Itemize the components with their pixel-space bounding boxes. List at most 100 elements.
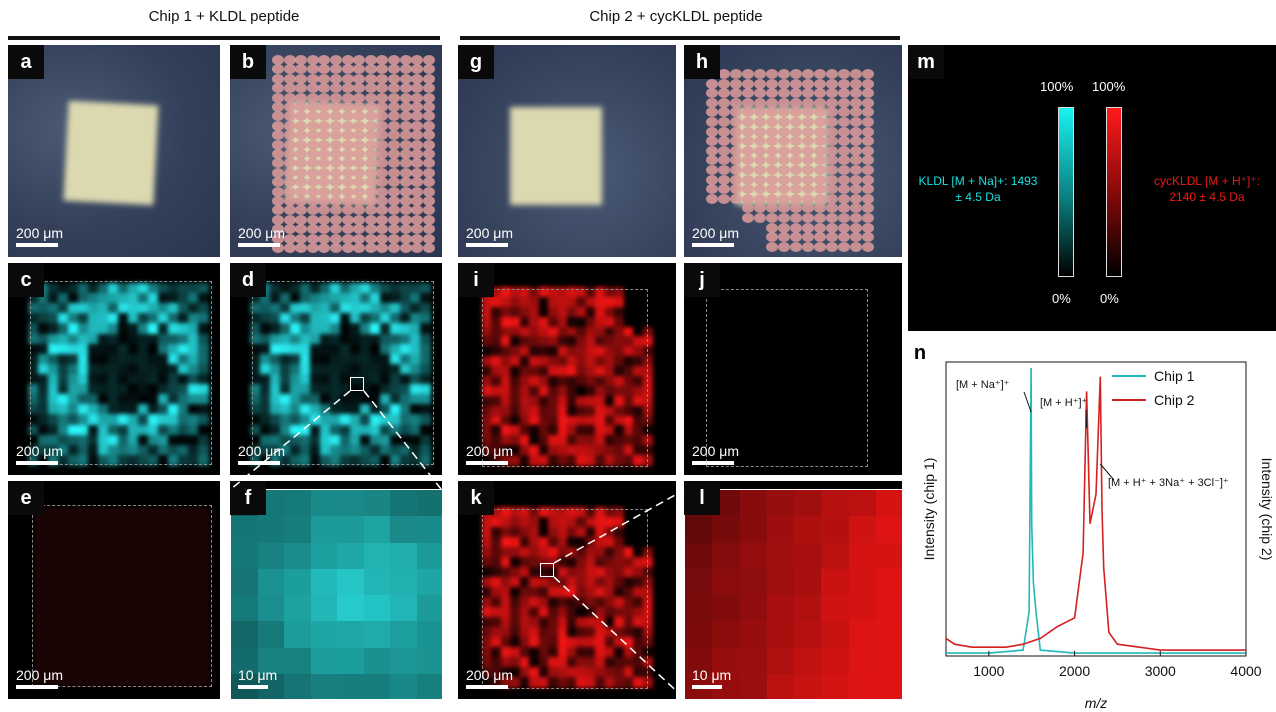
intensity-pixel	[250, 323, 261, 335]
laser-spot	[399, 224, 412, 235]
laser-spot	[778, 232, 790, 243]
intensity-pixel	[108, 374, 119, 385]
intensity-pixel	[585, 425, 596, 436]
zoom-pixel	[848, 621, 877, 648]
intensity-pixel	[148, 424, 159, 436]
intensity-pixel	[178, 444, 189, 456]
intensity-pixel	[148, 394, 159, 405]
scale-bar: 200 μm	[16, 667, 63, 689]
intensity-pixel	[310, 333, 321, 345]
laser-spot	[706, 174, 718, 185]
zoom-pixel	[766, 673, 795, 699]
laser-spot	[353, 55, 366, 65]
intensity-pixel	[138, 404, 149, 416]
intensity-pixel	[270, 343, 281, 355]
intensity-pixel	[595, 326, 606, 338]
scale-bar-label: 200 μm	[466, 667, 513, 683]
intensity-pixel	[270, 333, 281, 345]
laser-spot	[814, 69, 826, 79]
laser-spot	[411, 139, 424, 150]
intensity-pixel	[380, 293, 391, 304]
intensity-pixel	[529, 547, 540, 558]
intensity-pixel	[529, 527, 540, 538]
panel-letter: a	[8, 45, 44, 79]
intensity-pixel	[519, 346, 530, 357]
intensity-pixel	[604, 316, 615, 328]
laser-spot	[754, 78, 766, 89]
intensity-pixel	[330, 363, 341, 375]
intensity-pixel	[360, 303, 371, 314]
intensity-pixel	[510, 366, 521, 377]
intensity-pixel	[370, 283, 381, 294]
intensity-pixel	[28, 454, 39, 466]
intensity-pixel	[410, 323, 421, 335]
laser-spot	[802, 203, 814, 214]
intensity-pixel	[529, 395, 540, 407]
laser-spot	[802, 193, 814, 204]
laser-spot	[411, 214, 424, 225]
laser-spot	[295, 64, 308, 75]
intensity-pixel	[320, 283, 331, 294]
intensity-pixel	[548, 667, 559, 678]
intensity-pixel	[548, 346, 559, 357]
intensity-pixel	[168, 444, 179, 456]
intensity-pixel	[290, 293, 301, 304]
intensity-pixel	[576, 287, 587, 298]
intensity-pixel	[280, 374, 291, 385]
intensity-pixel	[38, 374, 49, 385]
intensity-pixel	[98, 323, 109, 335]
intensity-pixel	[548, 627, 559, 638]
laser-spot	[399, 243, 412, 253]
intensity-pixel	[548, 366, 559, 377]
zoom-pixel	[337, 542, 364, 570]
scale-bar-line	[16, 461, 58, 465]
laser-spot	[283, 102, 296, 112]
laser-spot	[341, 233, 354, 244]
laser-spot	[754, 165, 766, 175]
intensity-pixel	[529, 455, 540, 466]
red-colorbar-max: 100%	[1092, 79, 1126, 94]
intensity-pixel	[168, 313, 179, 325]
laser-spot	[826, 69, 838, 79]
laser-spot	[862, 203, 874, 214]
scan-region-outline	[482, 289, 648, 467]
intensity-pixel	[585, 435, 596, 446]
intensity-pixel	[138, 424, 149, 436]
laser-spot	[399, 102, 412, 112]
laser-spot	[766, 165, 778, 175]
intensity-pixel	[138, 343, 149, 355]
intensity-pixel	[500, 677, 511, 688]
intensity-pixel	[118, 444, 129, 456]
intensity-pixel	[633, 445, 644, 456]
intensity-pixel	[491, 376, 502, 387]
intensity-pixel	[482, 326, 493, 338]
intensity-pixel	[548, 395, 559, 407]
intensity-pixel	[519, 376, 530, 387]
laser-spot	[295, 243, 308, 253]
intensity-pixel	[28, 424, 39, 436]
intensity-pixel	[198, 394, 209, 405]
zoom-pixel	[794, 621, 822, 648]
laser-spot	[754, 88, 766, 99]
laser-spot	[838, 241, 850, 252]
scale-bar-label: 200 μm	[466, 443, 513, 459]
laser-spot	[318, 205, 331, 216]
intensity-pixel	[538, 657, 549, 668]
laser-spot	[364, 83, 377, 94]
laser-spot	[742, 107, 754, 118]
intensity-pixel	[604, 445, 615, 456]
intensity-pixel	[138, 374, 149, 385]
laser-spot	[353, 130, 366, 141]
laser-spot	[318, 196, 331, 206]
legend-label: Chip 1	[1154, 368, 1195, 384]
intensity-pixel	[158, 333, 169, 345]
intensity-pixel	[529, 627, 540, 638]
peak-annotation-h: [M + H⁺]⁺	[1040, 397, 1088, 409]
intensity-pixel	[98, 434, 109, 446]
zoom-pixel	[848, 542, 877, 570]
intensity-pixel	[250, 333, 261, 345]
zoom-pixel	[766, 490, 795, 517]
intensity-pixel	[491, 567, 502, 578]
intensity-pixel	[88, 313, 99, 325]
intensity-pixel	[491, 577, 502, 588]
